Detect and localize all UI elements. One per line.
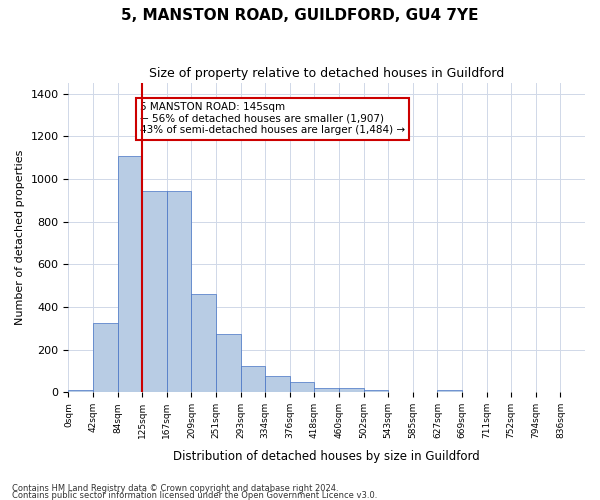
Bar [265,376,290,392]
Title: Size of property relative to detached houses in Guildford: Size of property relative to detached ho… [149,68,505,80]
Bar [290,382,314,392]
Bar [93,323,118,392]
Bar [68,390,93,392]
Bar [437,390,462,392]
Bar [364,390,388,392]
Text: 5, MANSTON ROAD, GUILDFORD, GU4 7YE: 5, MANSTON ROAD, GUILDFORD, GU4 7YE [121,8,479,22]
Bar [241,366,265,392]
Y-axis label: Number of detached properties: Number of detached properties [15,150,25,326]
Bar [118,156,142,392]
Bar [167,191,191,392]
Bar [314,388,339,392]
Text: Contains HM Land Registry data © Crown copyright and database right 2024.: Contains HM Land Registry data © Crown c… [12,484,338,493]
Bar [216,334,241,392]
Text: 5 MANSTON ROAD: 145sqm
← 56% of detached houses are smaller (1,907)
43% of semi-: 5 MANSTON ROAD: 145sqm ← 56% of detached… [140,102,405,136]
Bar [339,388,364,392]
Bar [191,294,216,392]
Bar [142,191,167,392]
X-axis label: Distribution of detached houses by size in Guildford: Distribution of detached houses by size … [173,450,480,462]
Text: Contains public sector information licensed under the Open Government Licence v3: Contains public sector information licen… [12,491,377,500]
